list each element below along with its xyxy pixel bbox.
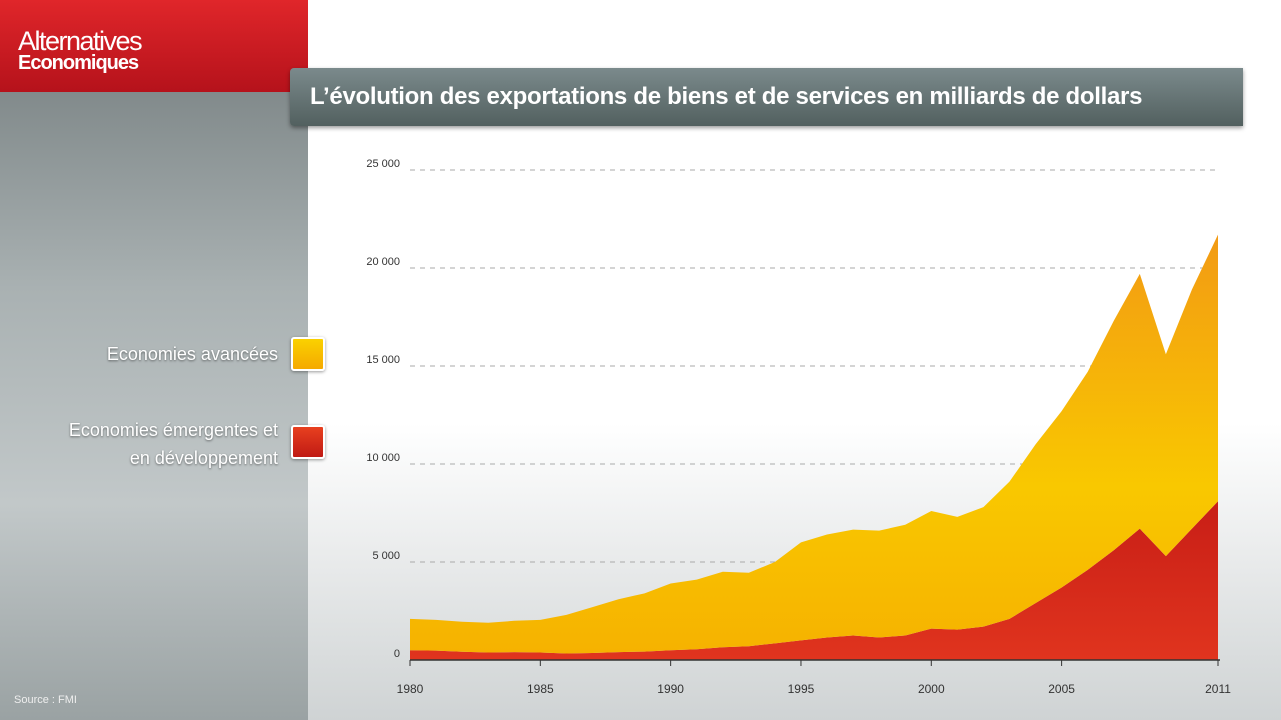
area — [410, 501, 1218, 660]
y-tick-label: 20 000 — [366, 256, 400, 268]
y-tick-label: 15 000 — [366, 354, 400, 366]
y-tick-label: 25 000 — [366, 158, 400, 170]
x-tick-label: 2005 — [1048, 682, 1075, 696]
x-tick-label: 1985 — [527, 682, 554, 696]
legend-label: Economies émergentes et en développement — [68, 420, 278, 468]
area — [410, 234, 1218, 654]
source: Source : FMI — [14, 694, 77, 706]
x-tick-label: 1980 — [397, 682, 424, 696]
side-panel — [0, 0, 308, 720]
y-tick-label: 0 — [394, 648, 400, 660]
x-tick-label: 1995 — [788, 682, 815, 696]
legend-swatch — [291, 337, 325, 371]
chart-title: L’évolution des exportations de biens et… — [310, 83, 1143, 110]
title-banner: L’évolution des exportations de biens et… — [290, 68, 1243, 126]
brand-line: Economiques — [18, 52, 139, 74]
x-tick-label: 2000 — [918, 682, 945, 696]
legend-swatch — [291, 425, 325, 459]
brand-area: Alternatives Economiques — [0, 0, 308, 92]
x-tick-label: 2011 — [1205, 682, 1231, 696]
y-tick-label: 10 000 — [366, 452, 400, 464]
y-tick-label: 5 000 — [372, 550, 400, 562]
legend-label: Economies avancées — [106, 344, 278, 364]
x-tick-label: 1990 — [657, 682, 684, 696]
brand-line: Alternatives — [18, 26, 143, 56]
